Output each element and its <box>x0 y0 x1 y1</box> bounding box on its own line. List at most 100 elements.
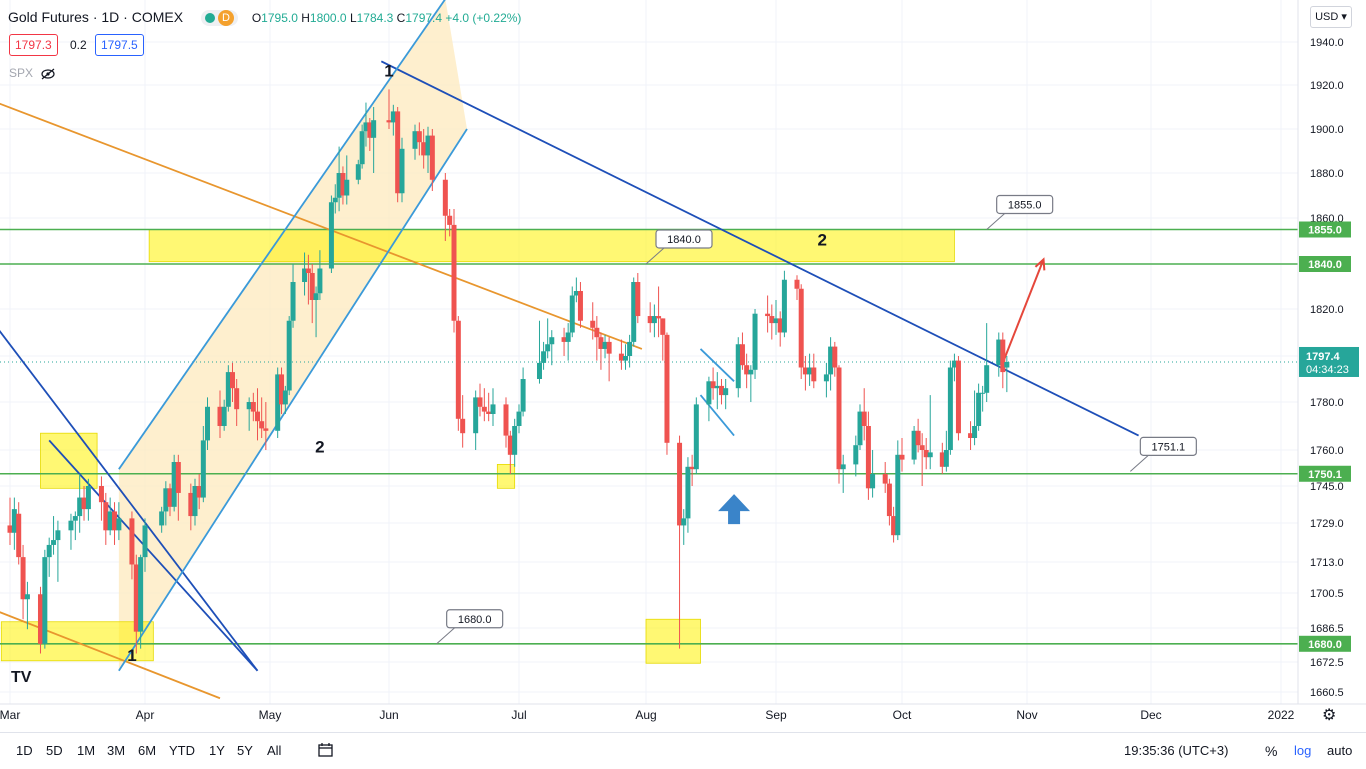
candle[interactable] <box>98 476 104 521</box>
symbol-title[interactable]: Gold Futures · 1D · COMEX <box>8 9 184 25</box>
candle[interactable] <box>794 275 800 300</box>
candle[interactable] <box>196 474 202 510</box>
timeframe-5y[interactable]: 5Y <box>237 743 253 758</box>
candle[interactable] <box>602 334 608 359</box>
candle[interactable] <box>561 327 567 356</box>
bid-price[interactable]: 1797.3 <box>9 34 58 56</box>
orange-long-trend[interactable] <box>0 96 643 350</box>
candle[interactable] <box>473 390 479 451</box>
candle[interactable] <box>363 102 369 147</box>
candle[interactable] <box>976 383 982 431</box>
candle[interactable] <box>769 304 775 340</box>
candle[interactable] <box>832 341 838 377</box>
blue-down-left[interactable] <box>0 305 259 672</box>
candle[interactable] <box>42 549 48 649</box>
candle[interactable] <box>371 107 377 173</box>
candle[interactable] <box>192 478 198 526</box>
candle[interactable] <box>651 304 657 338</box>
candle[interactable] <box>923 438 929 470</box>
candle[interactable] <box>710 367 716 400</box>
candle[interactable] <box>947 360 953 455</box>
candle[interactable] <box>598 332 604 370</box>
candle[interactable] <box>107 497 113 536</box>
candle[interactable] <box>752 309 758 379</box>
candle[interactable] <box>37 586 43 654</box>
candle[interactable] <box>112 502 118 545</box>
candle[interactable] <box>129 511 135 580</box>
candle[interactable] <box>777 311 783 347</box>
candle[interactable] <box>744 353 750 389</box>
candle[interactable] <box>943 430 949 472</box>
candle[interactable] <box>623 344 629 370</box>
candle[interactable] <box>656 286 662 338</box>
candle[interactable] <box>255 388 260 441</box>
candle[interactable] <box>569 286 575 338</box>
candle[interactable] <box>507 430 513 474</box>
callout-box[interactable] <box>1139 436 1197 456</box>
candle[interactable] <box>286 316 292 396</box>
candle[interactable] <box>390 104 396 136</box>
candle[interactable] <box>882 462 888 493</box>
flag-line-lower[interactable] <box>699 394 735 437</box>
candle[interactable] <box>163 481 169 526</box>
candle[interactable] <box>399 137 405 203</box>
candle[interactable] <box>886 478 892 526</box>
candle[interactable] <box>447 209 453 237</box>
candle[interactable] <box>217 390 223 439</box>
candle[interactable] <box>246 397 252 431</box>
timeframe-1y[interactable]: 1Y <box>209 743 225 758</box>
candle[interactable] <box>309 264 315 324</box>
candle[interactable] <box>103 492 109 545</box>
candle[interactable] <box>735 337 741 398</box>
candle[interactable] <box>828 337 834 391</box>
gear-icon[interactable]: ⚙ <box>1322 707 1337 724</box>
candle[interactable] <box>188 483 194 531</box>
candle[interactable] <box>55 520 61 582</box>
eye-crossed-icon[interactable] <box>40 68 56 80</box>
candle[interactable] <box>85 478 91 521</box>
candle[interactable] <box>512 418 518 467</box>
candle[interactable] <box>853 435 859 477</box>
candle[interactable] <box>367 118 373 151</box>
candle[interactable] <box>421 129 427 169</box>
timeframe-all[interactable]: All <box>267 743 282 758</box>
candle[interactable] <box>861 388 867 441</box>
candle[interactable] <box>915 418 921 453</box>
level-price-tag[interactable] <box>1299 221 1351 238</box>
candle[interactable] <box>765 295 771 333</box>
timeframe-1m[interactable]: 1M <box>77 743 96 758</box>
candle[interactable] <box>840 454 846 493</box>
candle[interactable] <box>355 159 361 185</box>
callout-box[interactable] <box>446 609 504 629</box>
candle[interactable] <box>328 195 334 274</box>
candle[interactable] <box>895 440 901 541</box>
candle[interactable] <box>870 450 876 498</box>
level-price-tag[interactable] <box>1299 465 1351 482</box>
candle[interactable] <box>968 421 974 450</box>
candle[interactable] <box>541 341 547 370</box>
candle[interactable] <box>996 332 1002 377</box>
candle[interactable] <box>167 483 173 517</box>
candle[interactable] <box>282 385 288 414</box>
candle[interactable] <box>263 402 269 450</box>
candle[interactable] <box>899 438 905 472</box>
candle[interactable] <box>573 277 579 303</box>
orange-lower-trend[interactable] <box>0 604 221 700</box>
candle[interactable] <box>919 433 925 486</box>
candle[interactable] <box>802 356 808 391</box>
candle[interactable] <box>142 518 148 572</box>
candle[interactable] <box>16 502 22 565</box>
candle[interactable] <box>7 497 13 545</box>
candle[interactable] <box>138 554 144 649</box>
candle[interactable] <box>133 554 139 654</box>
callout-box[interactable] <box>996 194 1054 215</box>
candle[interactable] <box>81 486 87 521</box>
candle[interactable] <box>836 365 842 484</box>
level-price-tag[interactable] <box>1299 256 1351 272</box>
candle[interactable] <box>635 273 641 324</box>
candle[interactable] <box>77 474 83 533</box>
candle[interactable] <box>798 284 804 379</box>
channel-lower-line[interactable] <box>118 128 468 672</box>
level-price-tag[interactable] <box>1299 635 1351 652</box>
